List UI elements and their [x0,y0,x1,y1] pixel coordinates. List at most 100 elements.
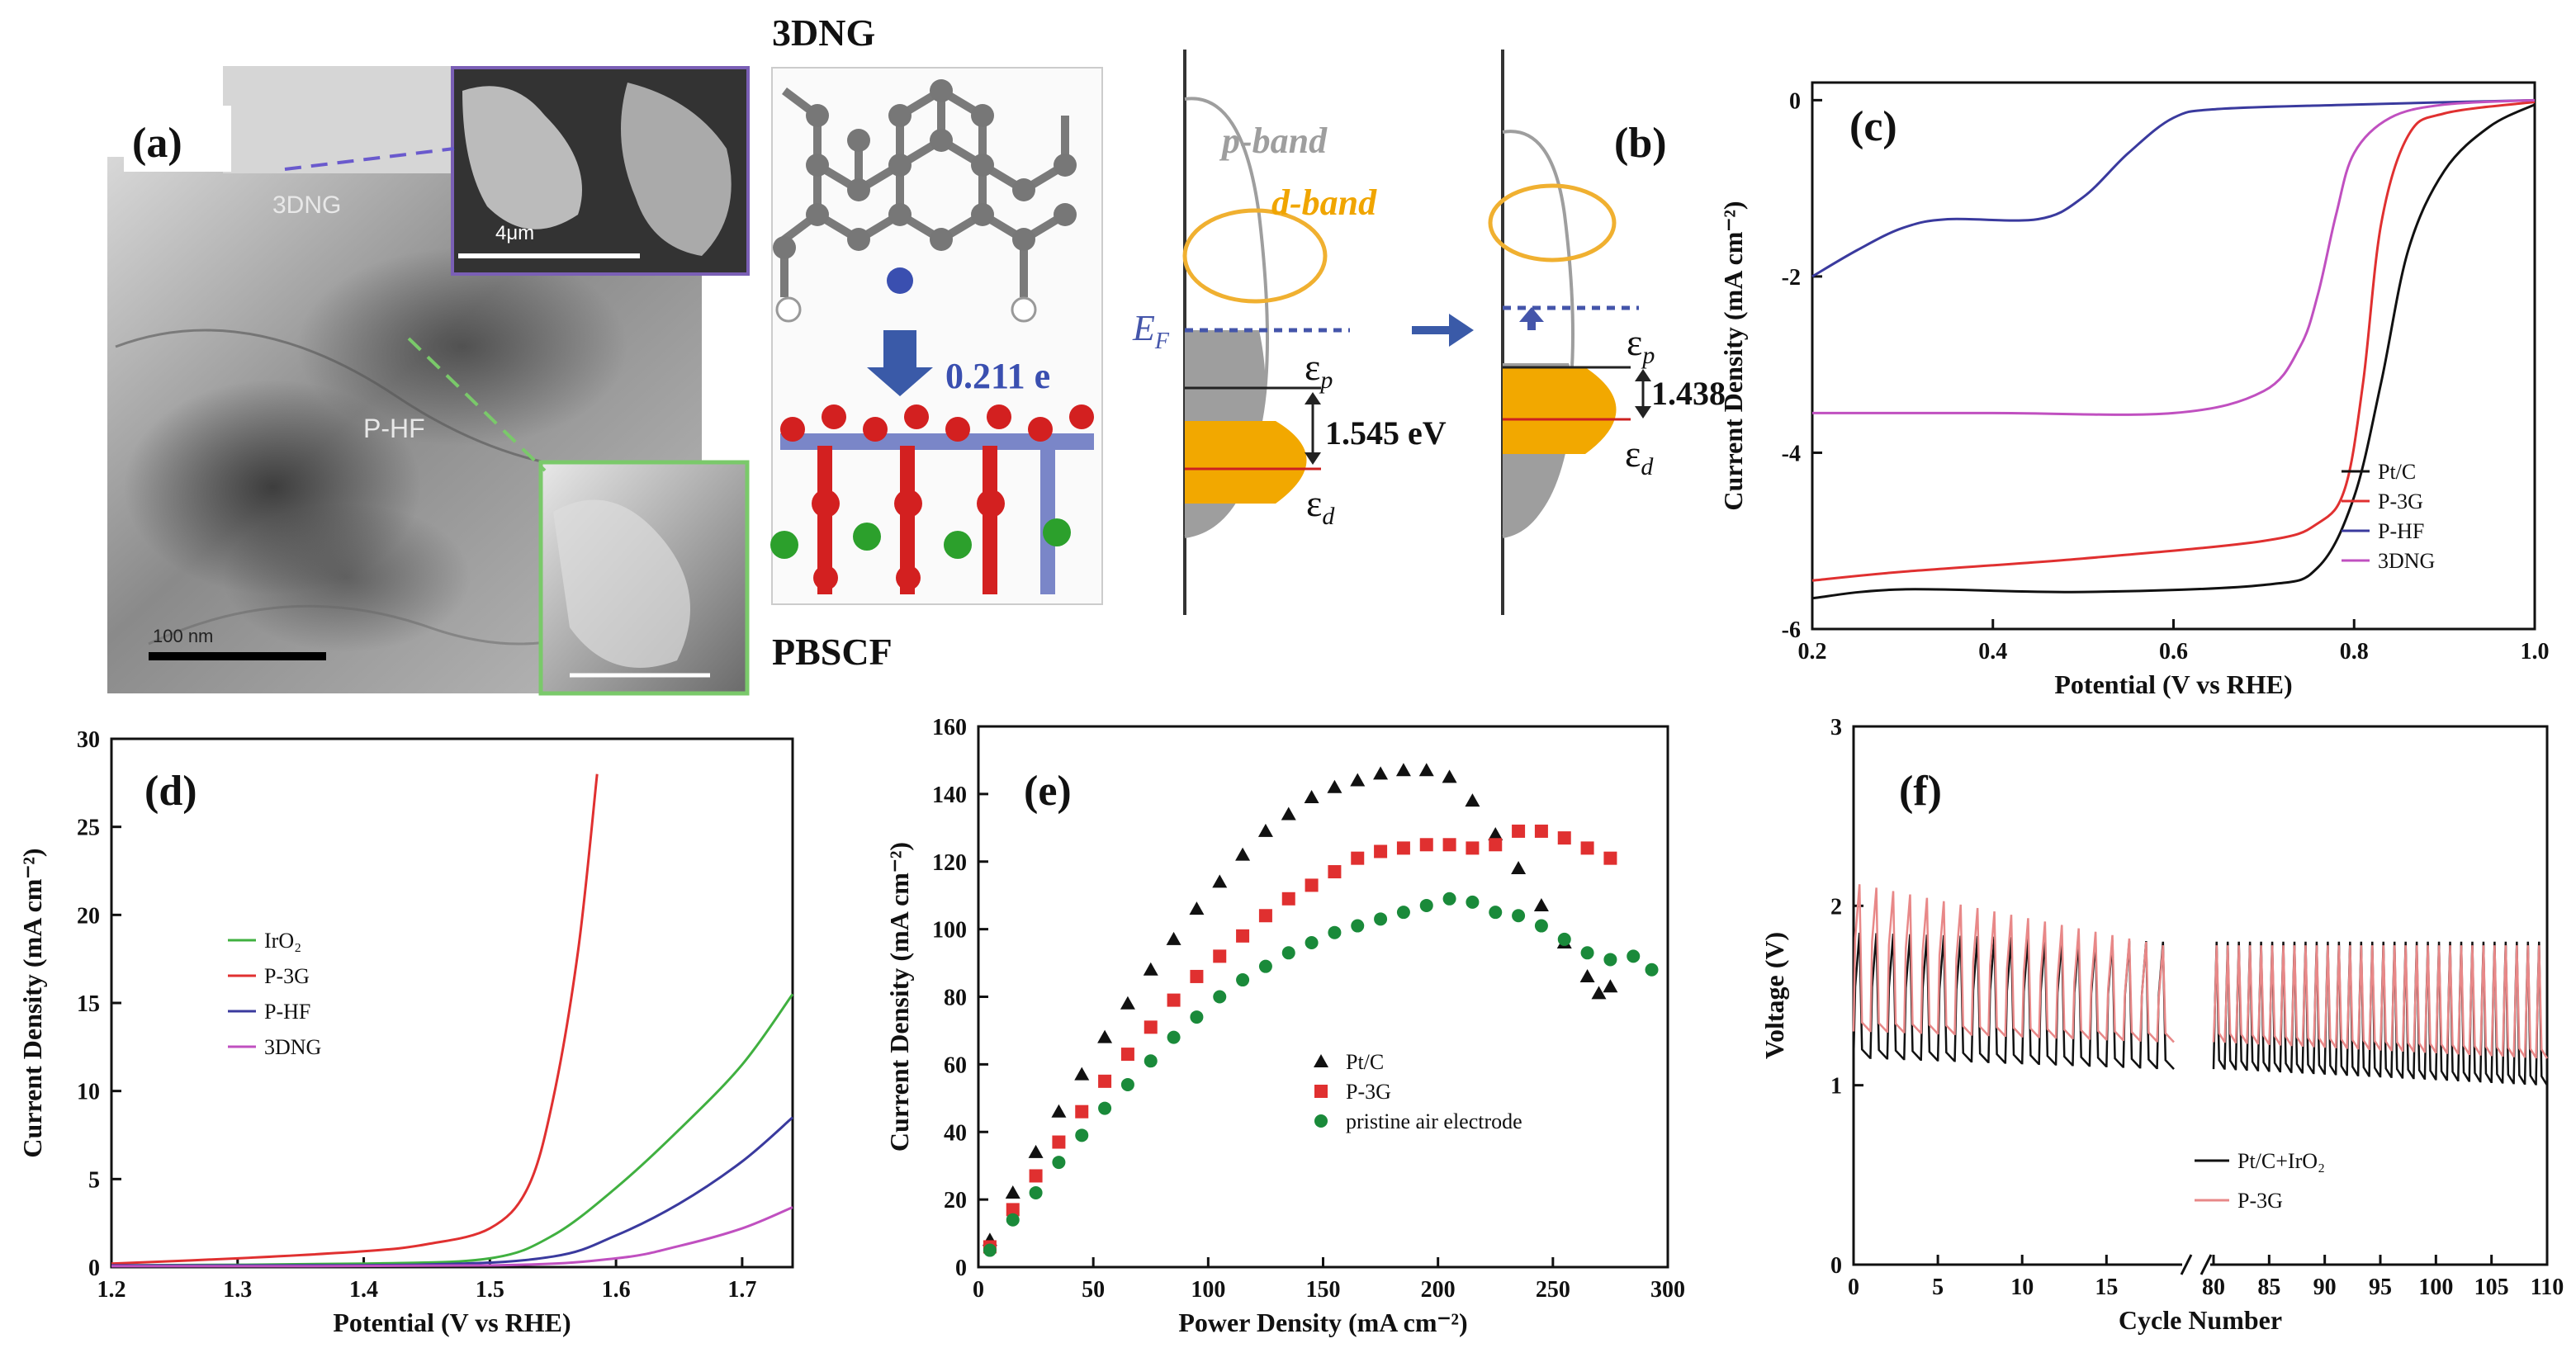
data-point [1466,841,1480,855]
data-point [1328,925,1342,939]
legend-entry: P-HF [264,1000,310,1024]
x-tick-label: 0.8 [2340,639,2369,665]
x-axis-label: Potential (V vs RHE) [333,1308,571,1337]
legend-entry: P-HF [2378,519,2424,543]
y-axis-label: Current Density (mA cm⁻²) [884,842,914,1152]
callout-line-phf [407,337,547,472]
y-tick-label: 5 [88,1167,100,1193]
chart-f: 0 1 2 3 0 5 10 15 80 85 90 95 100 105 110 Cycle Number V… [1759,715,2564,1335]
data-point [1074,1067,1090,1081]
legend-entry: Pt/C [1346,1050,1384,1074]
graphene-atoms [773,79,1077,259]
x-tick-label: 0.2 [1798,639,1827,665]
series-line-p-3g [111,773,599,1265]
y-tick-label: -2 [1782,265,1801,291]
series-line-p-3g [1811,101,2536,582]
x-tick-label: 0.6 [2159,639,2188,665]
data-point [1627,949,1641,963]
panel-label-a: (a) [132,120,182,167]
label-a-bg [124,106,231,172]
data-point [1006,1213,1020,1227]
data-point [1120,1048,1134,1062]
panel-b: p-band d-band EF εp εd 1.545 eV (b) εp ε… [1132,50,1726,615]
charge-transfer-arrow-icon [867,330,933,396]
legend-entry: Pt/C+IrO₂ [2237,1149,2325,1173]
legend-entry: P-3G [2378,490,2423,513]
x-tick-label: 1.4 [349,1277,378,1303]
x-tick-label: 200 [1421,1277,1456,1303]
data-point [1395,763,1411,777]
gap-value-right: 1.438 [1651,375,1726,412]
x-tick-label: 1.6 [602,1277,631,1303]
x-tick-label: 100 [2418,1275,2453,1300]
d-band-filled-left [1185,421,1307,504]
x-tick-label: 10 [2010,1275,2034,1300]
data-point [1374,844,1388,859]
eps-d-label-left: εd [1306,482,1335,530]
x-tick-label: 80 [2202,1275,2225,1300]
data-point [1143,962,1158,976]
x-tick-label: 0 [973,1277,984,1303]
y-tick-label: 0 [955,1256,967,1281]
series-line-p-hf [1811,98,2536,278]
x-tick-label: 90 [2313,1275,2337,1300]
data-point [1557,831,1571,845]
y-tick-label: 20 [944,1188,967,1213]
y-tick-label: -4 [1782,441,1801,466]
data-point [1442,838,1456,852]
legend-entry: IrO₂ [264,929,301,953]
data-point [1281,806,1296,821]
data-point [1396,841,1410,855]
x-tick-label: 95 [2369,1275,2392,1300]
data-point [1006,1203,1020,1217]
eps-d-label-right: εd [1625,433,1654,480]
y-tick-label: 0 [1789,88,1801,114]
data-point [1603,979,1618,993]
data-point [1097,1029,1113,1043]
data-point [1534,824,1548,838]
sem-inset-bottom [538,460,750,696]
y-axis-label: Voltage (V) [1759,932,1789,1059]
tem-label-3dng: 3DNG [272,192,341,219]
data-point [1144,1020,1158,1034]
x-tick-label: 5 [1932,1275,1944,1300]
legend-entry: P-3G [264,964,310,988]
fermi-label-left: EF [1132,308,1170,354]
data-point [1603,953,1617,967]
data-point [1098,1074,1112,1088]
series-line-pt-c [1811,103,2536,600]
data-point [1373,766,1389,780]
data-point [1418,763,1434,777]
data-point [1028,1144,1044,1158]
x-tick-label: 105 [2474,1275,2509,1300]
data-point [1189,901,1205,915]
series-line-iro- [111,993,794,1267]
data-point [1236,929,1250,943]
data-point [1374,912,1388,926]
hydrogen-atom [775,296,802,323]
right-arrow-icon [1412,314,1474,347]
data-point [1029,1185,1043,1199]
tem-label-phf: P-HF [363,414,425,443]
data-point [1534,919,1548,933]
x-tick-label: 1.2 [97,1277,126,1303]
data-point [1120,996,1135,1010]
data-point [1580,841,1594,855]
data-point [1305,878,1319,892]
data-point [1213,990,1227,1004]
data-point [1645,963,1659,977]
p-band-label: p-band [1219,121,1328,161]
data-point [1075,1104,1089,1119]
x-tick-label: 300 [1650,1277,1685,1303]
y-tick-label: 25 [77,816,100,841]
x-tick-label: 1.3 [223,1277,252,1303]
x-tick-label: 0.4 [1978,639,2007,665]
x-tick-label: 85 [2257,1275,2280,1300]
panel-label: (c) [1849,103,1897,150]
data-point [1442,769,1457,783]
legend-entry: P-3G [2237,1189,2283,1213]
y-tick-label: -6 [1782,617,1801,643]
y-tick-label: 40 [944,1120,967,1146]
y-tick-label: 2 [1830,894,1842,920]
y-tick-label: 3 [1830,715,1842,740]
